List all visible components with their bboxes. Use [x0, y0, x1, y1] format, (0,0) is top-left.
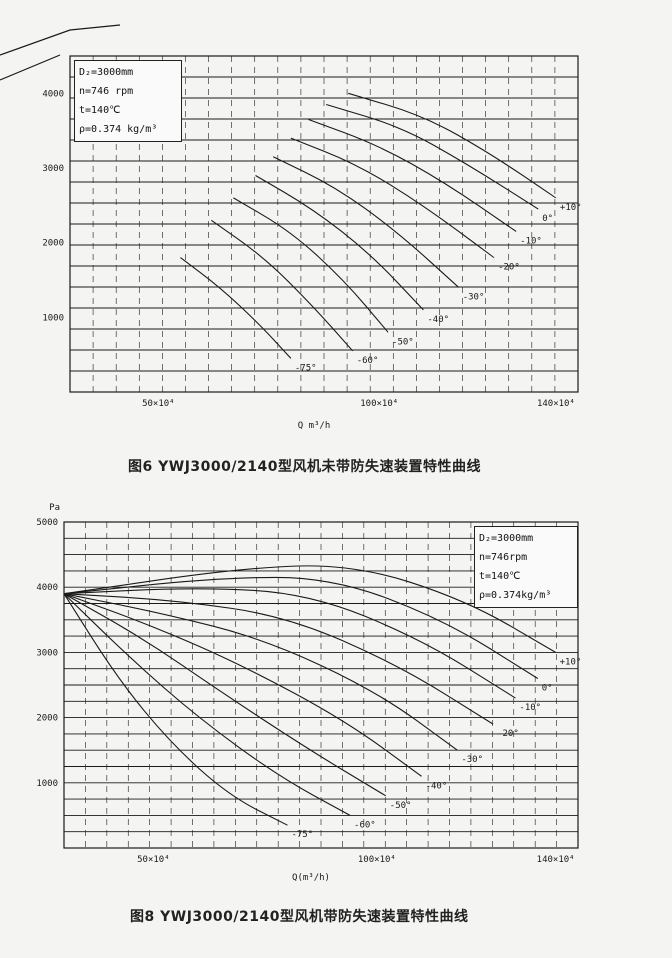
curve--50	[233, 197, 389, 333]
curve-0	[326, 104, 539, 210]
top-caption: 图6 YWJ3000/2140型风机未带防失速装置特性曲线	[128, 459, 481, 475]
x-tick-label: 140×10⁴	[537, 399, 575, 409]
y-tick-label: 3000	[36, 648, 58, 658]
angle-label: -40°	[427, 315, 449, 325]
y-tick-label: 5000	[36, 518, 58, 528]
angle-label: -30°	[461, 755, 483, 765]
angle-label: -10°	[520, 236, 542, 246]
top-param-box: D₂=3000mm n=746 rpm t=140℃ ρ=0.374 kg/m³	[74, 60, 182, 142]
curve--75	[63, 593, 288, 826]
y-tick-label: 2000	[42, 239, 64, 249]
angle-label: -60°	[357, 356, 379, 366]
angle-label: -20°	[498, 263, 520, 273]
bottom-param-box: D₂=3000mm n=746rpm t=140℃ ρ=0.374kg/m³	[474, 526, 578, 608]
y-unit-label: Pa	[49, 503, 60, 513]
x-tick-label: 50×10⁴	[142, 399, 175, 409]
top-param-d2: D₂=3000mm	[79, 67, 134, 78]
x-axis-label: Q m³/h	[298, 421, 331, 431]
curve--60	[211, 219, 354, 352]
angle-label: -75°	[291, 830, 313, 840]
angle-label: -50°	[392, 337, 414, 347]
bottom-param-d2: D₂=3000mm	[479, 533, 534, 544]
top-param-n: n=746 rpm	[79, 86, 134, 97]
x-tick-label: 50×10⁴	[137, 855, 170, 865]
x-tick-label: 140×10⁴	[537, 855, 575, 865]
curve--40	[63, 593, 422, 777]
curve--10	[63, 588, 516, 699]
curve--50	[63, 593, 387, 797]
bottom-param-rho: ρ=0.374kg/m³	[479, 590, 552, 601]
curve--10	[308, 118, 517, 232]
y-tick-label: 1000	[42, 313, 64, 323]
angle-label: 0°	[542, 683, 553, 693]
curve--30	[63, 593, 458, 751]
angle-label: +10°	[560, 203, 582, 213]
bottom-param-n: n=746rpm	[479, 552, 528, 563]
y-tick-label: 2000	[36, 714, 58, 724]
angle-label: -40°	[426, 781, 448, 791]
angle-label: 0°	[542, 214, 553, 224]
y-tick-label: 3000	[42, 164, 64, 174]
top-param-rho: ρ=0.374 kg/m³	[79, 124, 158, 135]
angle-label: -75°	[295, 363, 317, 373]
y-tick-label: 1000	[36, 779, 58, 789]
curve--60	[63, 593, 351, 816]
x-tick-label: 100×10⁴	[358, 855, 396, 865]
top-param-t: t=140℃	[79, 105, 121, 116]
angle-label: -10°	[519, 703, 541, 713]
pen-stroke	[0, 24, 121, 56]
angle-label: -20°	[497, 729, 519, 739]
pen-stroke	[0, 54, 61, 81]
curve--20	[63, 593, 494, 725]
curve--30	[272, 156, 460, 288]
curve--40	[255, 174, 424, 311]
x-tick-label: 100×10⁴	[360, 399, 398, 409]
y-tick-label: 4000	[36, 583, 58, 593]
angle-label: -50°	[390, 801, 412, 811]
curve-10	[63, 565, 556, 653]
curve-10	[348, 92, 557, 199]
angle-label: +10°	[560, 657, 582, 667]
angle-label: -30°	[463, 292, 485, 302]
y-tick-label: 4000	[42, 89, 64, 99]
curve-0	[63, 576, 539, 679]
bottom-caption: 图8 YWJ3000/2140型风机带防失速装置特性曲线	[130, 909, 469, 925]
angle-label: -60°	[354, 820, 376, 830]
curve--75	[180, 257, 292, 359]
bottom-param-t: t=140℃	[479, 571, 521, 582]
x-axis-label: Q(m³/h)	[292, 873, 330, 883]
curve--20	[290, 137, 495, 259]
